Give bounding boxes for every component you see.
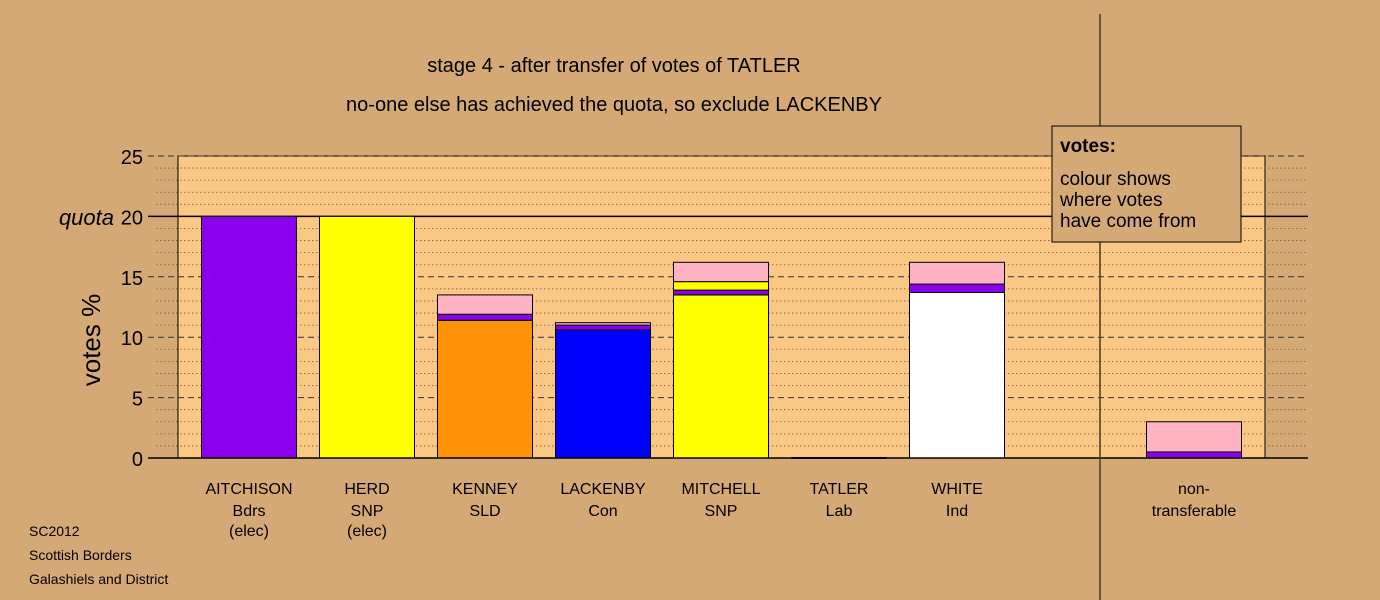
category-note: (elec) [229, 523, 269, 540]
y-axis-label: votes % [76, 294, 106, 387]
y-tick-label: 25 [121, 147, 143, 169]
category-name: WHITE [931, 481, 983, 498]
legend: votes: colour shows where votes have com… [1051, 125, 1242, 243]
legend-line-1: colour shows [1060, 169, 1171, 190]
bar-segment [319, 215, 415, 459]
bar-segment [437, 294, 533, 315]
y-tick-label: 15 [121, 268, 143, 290]
legend-title: votes: [1060, 136, 1116, 157]
category-name: MITCHELL [681, 481, 760, 498]
bar-segment [909, 283, 1005, 294]
footer-line-2: Scottish Borders [29, 547, 132, 563]
legend-line-3: have come from [1060, 211, 1196, 232]
quota-label: quota [59, 205, 114, 230]
category-name: KENNEY [452, 481, 518, 498]
y-tick-label: 0 [132, 449, 143, 471]
bar-segment [555, 322, 651, 326]
category-party: Lab [826, 503, 853, 520]
y-tick-label: 10 [121, 328, 143, 350]
chart-title: stage 4 - after transfer of votes of TAT… [427, 55, 801, 77]
category-name: TATLER [810, 481, 869, 498]
category-party: transferable [1152, 503, 1237, 520]
bar-segment [437, 313, 533, 321]
bar-segment [673, 289, 769, 296]
footer-line-3: Galashiels and District [29, 571, 169, 587]
bar-segment [555, 324, 651, 331]
bar-segment [555, 329, 651, 459]
category-party: Bdrs [233, 503, 266, 520]
category-party: SNP [705, 503, 738, 520]
bar-segment [673, 281, 769, 291]
legend-box [1051, 125, 1242, 243]
y-tick-label: 20 [121, 207, 143, 229]
y-tick-label: 5 [132, 389, 143, 411]
category-party: SNP [351, 503, 384, 520]
bar-segment [909, 261, 1005, 285]
bar-segment [201, 215, 297, 459]
category-name: non- [1178, 481, 1210, 498]
category-name: AITCHISON [205, 481, 292, 498]
bar-segment [437, 319, 533, 459]
category-name: LACKENBY [560, 481, 646, 498]
category-name: HERD [344, 481, 389, 498]
category-note: (elec) [347, 523, 387, 540]
category-party: Con [588, 503, 617, 520]
bar-segment [909, 292, 1005, 459]
bar-segment [1146, 421, 1242, 453]
chart-subtitle: no-one else has achieved the quota, so e… [346, 94, 882, 116]
bar-segment [673, 261, 769, 283]
bar-segment [673, 294, 769, 459]
legend-line-2: where votes [1059, 190, 1162, 211]
bar-segment [1146, 451, 1242, 459]
footer: SC2012 Scottish Borders Galashiels and D… [29, 519, 168, 591]
category-party: SLD [469, 503, 500, 520]
category-party: Ind [946, 503, 968, 520]
footer-line-1: SC2012 [29, 523, 80, 539]
